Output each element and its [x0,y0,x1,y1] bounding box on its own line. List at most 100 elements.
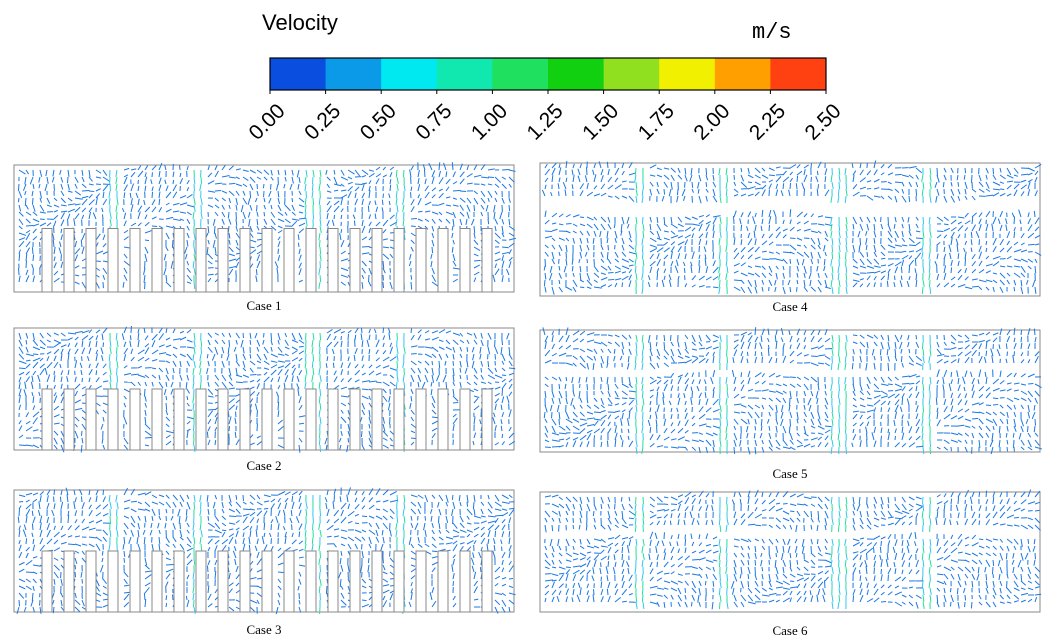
vector [166,595,167,600]
vector [761,419,762,426]
vector [804,238,810,239]
colorbar-tick-label: 0.00 [245,99,290,144]
vector [1000,189,1004,190]
vector [741,372,742,377]
vector [929,419,930,426]
vector [68,544,75,545]
vector [228,212,229,218]
fin [152,551,162,612]
vector [313,354,314,361]
vector [642,419,643,426]
vector [67,177,68,183]
vector [193,424,194,431]
fin [152,389,162,450]
vector [263,184,264,188]
vector [972,412,980,413]
vector [172,240,173,248]
vector [642,245,643,252]
vector [909,245,916,246]
vector [326,586,327,594]
vector [334,495,335,502]
vector [608,272,613,273]
vector [706,168,707,175]
vector [502,340,503,345]
vector [207,432,208,438]
vector [909,196,910,202]
vector [1035,266,1036,273]
vector [923,217,924,224]
vector [684,268,685,273]
fin [460,551,470,612]
colorbar-segment [437,58,493,90]
vector [186,509,187,516]
vector-panel [14,326,515,453]
vector [250,374,257,375]
vector [19,501,23,502]
vector [852,363,853,369]
vector [768,348,769,356]
fin [196,551,206,612]
vector [915,258,916,266]
vector [102,551,103,555]
fin [416,229,426,293]
vector [75,565,76,569]
vector [902,398,903,405]
vector [909,349,910,353]
fin [130,551,140,612]
fin [438,229,448,293]
fin [394,229,404,293]
vector [1034,211,1035,217]
vector [846,349,847,356]
vector [993,404,998,405]
vector [201,347,202,354]
colorbar-tick-label: 1.50 [578,99,623,144]
vector [26,225,33,226]
vector [187,396,188,400]
vector [320,247,321,254]
fin [42,229,52,293]
vector [264,212,265,216]
vector [418,211,422,212]
vector [194,558,195,565]
vector [783,183,784,189]
vector [250,191,251,198]
vector [559,384,560,389]
vector [481,368,482,372]
vector [776,174,784,175]
vector [319,572,320,579]
colorbar-tick-label: 0.50 [356,99,401,144]
vector [166,275,167,282]
vector [403,170,404,177]
vector [411,275,412,280]
vector [643,342,644,349]
vector [832,405,833,412]
fin [284,229,294,293]
vector [607,162,608,168]
vector [411,328,412,333]
fin [306,551,316,612]
vector [965,258,966,266]
vector [438,516,439,523]
colorbar-segment [659,58,715,90]
panel-label: Case 4 [772,299,808,314]
vector [53,497,54,502]
vector [432,551,437,552]
vector [635,266,636,273]
fin [416,389,426,450]
vector [930,287,931,294]
colorbar-segment [770,58,826,90]
vector [348,334,349,340]
fin [218,551,228,612]
colorbar-tick-label: 1.00 [467,99,512,144]
vector [229,183,235,184]
vector [116,347,117,354]
vector [622,282,623,287]
vector [313,198,314,205]
vector [845,419,846,426]
vector [832,245,833,252]
fin [108,229,118,293]
vector [860,238,861,245]
fin [328,229,338,293]
fin [416,551,426,612]
vector [305,205,306,212]
